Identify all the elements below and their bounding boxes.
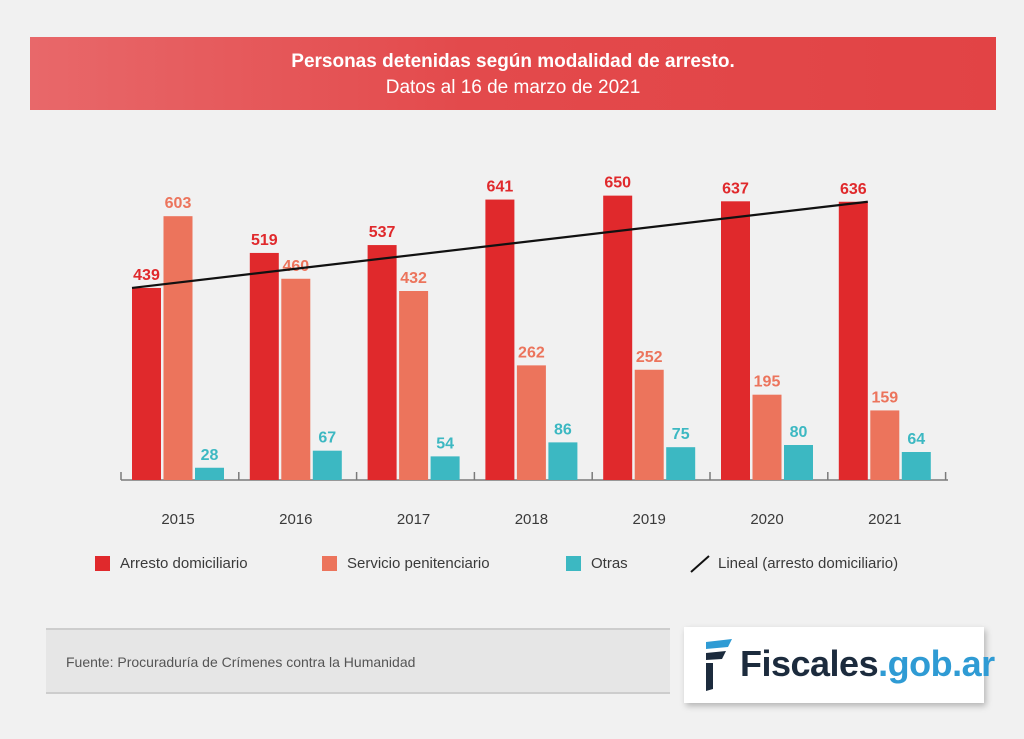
legend-label-servicio: Servicio penitenciario — [347, 554, 490, 572]
legend-label-arresto: Arresto domiciliario — [120, 554, 248, 572]
bar-otras — [784, 445, 813, 480]
bar-servicio — [163, 216, 193, 480]
bar-arresto — [721, 201, 750, 480]
bar-otras — [312, 450, 342, 480]
data-label-otras: 86 — [554, 421, 572, 438]
bar-servicio — [516, 365, 546, 480]
fiscales-logo-text: Fiscales.gob.ar — [740, 643, 995, 685]
data-label-arresto: 650 — [604, 175, 631, 192]
data-label-arresto: 637 — [722, 180, 749, 197]
bar-servicio — [399, 291, 429, 480]
bar-arresto — [132, 287, 161, 480]
data-label-servicio: 262 — [518, 344, 545, 361]
fiscales-logo-icon — [706, 639, 732, 691]
bar-arresto — [367, 245, 397, 480]
logo-main-text: Fiscales — [740, 643, 879, 684]
bar-servicio — [281, 278, 311, 480]
data-label-servicio: 603 — [165, 195, 192, 212]
data-label-servicio: 195 — [754, 374, 781, 391]
data-label-arresto: 641 — [487, 179, 514, 196]
legend-item-servicio: Servicio penitenciario — [322, 553, 490, 573]
x-tick-label: 2015 — [161, 511, 194, 528]
data-label-otras: 64 — [907, 431, 925, 448]
chart-subtitle: Datos al 16 de marzo de 2021 — [385, 77, 641, 98]
legend-item-trend: Lineal (arresto domiciliario) — [690, 553, 898, 573]
data-label-otras: 54 — [436, 435, 454, 452]
fiscales-logo: Fiscales.gob.ar — [684, 627, 995, 703]
bar-arresto — [603, 195, 633, 480]
x-tick-label: 2020 — [750, 511, 783, 528]
legend-item-arresto: Arresto domiciliario — [95, 553, 248, 573]
x-tick-label: 2016 — [279, 511, 312, 528]
data-label-otras: 75 — [672, 426, 690, 443]
bar-servicio — [870, 410, 900, 480]
legend-swatch-servicio — [322, 555, 337, 571]
logo-domain-text: .gob.ar — [878, 643, 995, 684]
source-box: Fuente: Procuraduría de Crímenes contra … — [46, 628, 670, 694]
bar-servicio — [752, 394, 782, 480]
x-tick-label: 2018 — [515, 511, 548, 528]
bar-arresto — [838, 201, 868, 480]
data-label-otras: 67 — [318, 430, 336, 447]
bar-otras — [901, 452, 931, 480]
bar-otras — [666, 447, 696, 480]
data-label-otras: 80 — [790, 424, 808, 441]
data-label-arresto: 439 — [133, 267, 160, 284]
legend-item-otras: Otras — [566, 553, 628, 573]
bar-otras — [195, 467, 224, 480]
trendline — [131, 200, 868, 290]
data-label-servicio: 252 — [636, 349, 663, 366]
trendline-icon — [690, 555, 710, 573]
bar-otras — [430, 456, 460, 480]
data-label-servicio: 159 — [871, 389, 898, 406]
data-label-otras: 28 — [201, 447, 219, 464]
data-label-arresto: 636 — [840, 181, 867, 198]
bar-servicio — [634, 369, 664, 480]
legend-swatch-arresto — [95, 555, 110, 571]
legend-label-otras: Otras — [591, 554, 628, 572]
legend-label-trend: Lineal (arresto domiciliario) — [718, 554, 899, 572]
data-label-arresto: 519 — [251, 232, 278, 249]
x-tick-label: 2019 — [633, 511, 666, 528]
bar-otras — [548, 442, 578, 480]
legend-swatch-otras — [566, 555, 581, 571]
x-tick-label: 2017 — [397, 511, 430, 528]
data-label-servicio: 460 — [282, 258, 309, 275]
source-text: Fuente: Procuraduría de Crímenes contra … — [66, 654, 416, 670]
title-banner: Personas detenidas según modalidad de ar… — [30, 37, 996, 110]
bar-arresto — [249, 252, 279, 480]
x-tick-label: 2021 — [868, 511, 901, 528]
bar-arresto — [485, 199, 515, 480]
chart-title: Personas detenidas según modalidad de ar… — [291, 51, 735, 72]
data-label-servicio: 432 — [400, 270, 427, 287]
data-label-arresto: 537 — [369, 224, 396, 241]
